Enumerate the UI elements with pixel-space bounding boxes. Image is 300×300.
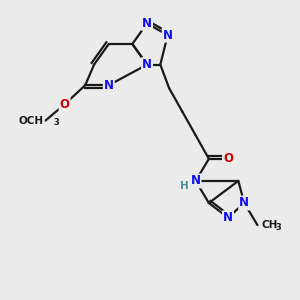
Text: N: N	[163, 29, 173, 42]
Text: 3: 3	[276, 223, 281, 232]
Text: N: N	[104, 79, 114, 92]
Text: N: N	[223, 211, 233, 224]
Text: N: N	[142, 17, 152, 30]
Text: O: O	[60, 98, 70, 111]
Text: 3: 3	[54, 118, 59, 127]
Text: O: O	[223, 152, 233, 165]
Text: N: N	[142, 58, 152, 71]
Text: CH: CH	[262, 220, 278, 230]
Text: OCH: OCH	[19, 116, 44, 126]
Text: H: H	[180, 181, 189, 191]
Text: N: N	[239, 196, 249, 209]
Text: N: N	[190, 174, 201, 188]
